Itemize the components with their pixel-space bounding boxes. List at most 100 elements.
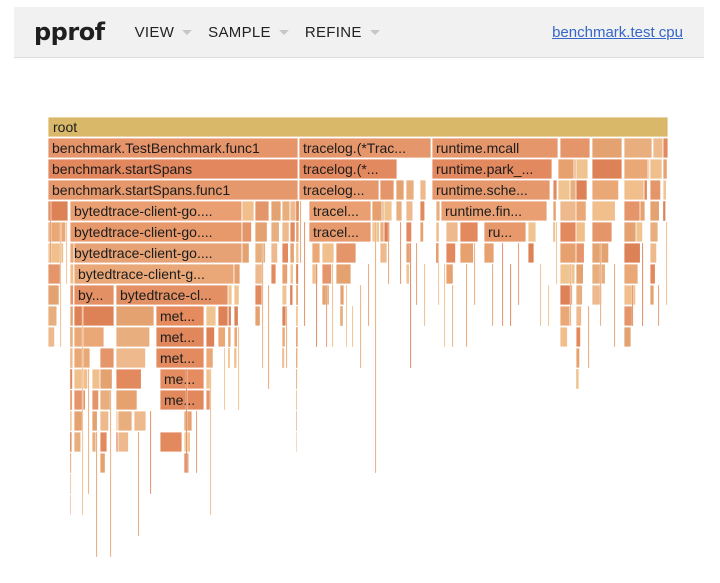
flame-frame-small[interactable] [69, 494, 71, 516]
flame-frame-thin[interactable] [509, 263, 512, 327]
flame-frame-thin[interactable] [87, 368, 90, 495]
flame-frame-small[interactable] [339, 305, 344, 327]
flame-frame-small[interactable] [552, 221, 556, 243]
flame-frame-root[interactable] [47, 116, 669, 138]
flame-frame[interactable] [47, 179, 299, 201]
flame-frame-small[interactable] [281, 263, 288, 285]
flame-frame-thin[interactable] [303, 221, 306, 327]
flame-frame-small[interactable] [662, 158, 668, 180]
flame-frame-small[interactable] [254, 284, 263, 306]
flame-frame-thin[interactable] [95, 431, 98, 558]
flame-frame-small[interactable] [527, 221, 537, 243]
flame-frame-thin[interactable] [415, 242, 418, 306]
flame-frame-small[interactable] [371, 200, 383, 222]
flame-frame-thin[interactable] [387, 221, 390, 285]
flame-frame-small[interactable] [591, 158, 623, 180]
flame-frame-small[interactable] [73, 410, 84, 432]
flame-frame-small[interactable] [115, 305, 155, 327]
flame-frame[interactable] [431, 158, 553, 180]
flame-frame-small[interactable] [233, 326, 238, 348]
flame-frame-small[interactable] [559, 263, 576, 285]
flame-frame-small[interactable] [227, 347, 231, 369]
flame-frame-thin[interactable] [65, 221, 68, 285]
flame-frame-small[interactable] [99, 410, 110, 432]
flame-frame-small[interactable] [281, 284, 288, 306]
flame-frame-small[interactable] [69, 410, 73, 432]
flame-frame-small[interactable] [270, 263, 277, 285]
flame-frame-small[interactable] [575, 284, 583, 306]
flame-frame-small[interactable] [295, 242, 299, 264]
flame-frame-thin[interactable] [641, 242, 644, 327]
flame-frame-small[interactable] [281, 305, 287, 327]
flame-frame-small[interactable] [69, 389, 73, 411]
flame-frame[interactable] [298, 179, 380, 201]
flame-frame-small[interactable] [623, 326, 632, 348]
flame-frame-thin[interactable] [569, 263, 572, 327]
flame-frame-small[interactable] [435, 200, 441, 222]
flame-frame-small[interactable] [662, 179, 667, 201]
flame-frame-thin[interactable] [59, 221, 62, 348]
sample-menu[interactable]: SAMPLE [208, 7, 305, 57]
flame-frame-small[interactable] [47, 284, 60, 306]
flame-frame-small[interactable] [559, 326, 568, 348]
flame-frame-small[interactable] [662, 137, 669, 159]
flame-frame-small[interactable] [69, 431, 72, 453]
flame-frame-small[interactable] [623, 242, 641, 264]
flame-frame-small[interactable] [295, 305, 299, 327]
flame-frame-small[interactable] [281, 242, 289, 264]
flame-frame-small[interactable] [591, 284, 603, 306]
flame-frame-small[interactable] [281, 200, 291, 222]
flame-frame-small[interactable] [419, 221, 424, 243]
flame-frame-small[interactable] [405, 200, 414, 222]
flame-frame-small[interactable] [295, 221, 299, 243]
flame-frame-small[interactable] [73, 326, 105, 348]
flame-frame-small[interactable] [73, 368, 89, 390]
flame-frame-small[interactable] [69, 242, 75, 264]
flame-frame-thin[interactable] [437, 242, 440, 306]
flame-frame-small[interactable] [289, 284, 293, 306]
flame-frame[interactable] [47, 158, 299, 180]
flame-frame-thin[interactable] [351, 305, 354, 348]
flame-frame[interactable] [483, 221, 527, 243]
flame-frame-small[interactable] [91, 389, 100, 411]
flame-frame[interactable] [431, 137, 559, 159]
flame-frame-small[interactable] [483, 242, 495, 264]
flame-frame-small[interactable] [99, 452, 106, 474]
flame-frame-thin[interactable] [539, 263, 542, 327]
flame-frame-small[interactable] [69, 326, 74, 348]
flame-frame-thin[interactable] [345, 284, 348, 348]
flame-frame-small[interactable] [73, 431, 82, 453]
flame-frame-small[interactable] [552, 200, 557, 222]
flame-frame-small[interactable] [241, 221, 253, 243]
flame-frame-small[interactable] [649, 221, 659, 243]
flame-frame-small[interactable] [321, 242, 335, 264]
flame-frame[interactable] [159, 368, 205, 390]
flame-frame-small[interactable] [575, 326, 582, 348]
flame-frame-small[interactable] [254, 263, 265, 285]
flame-frame-small[interactable] [133, 410, 147, 432]
flame-frame-thin[interactable] [359, 284, 362, 369]
flame-frame-small[interactable] [559, 305, 571, 327]
flame-frame-thin[interactable] [409, 242, 412, 369]
flame-frame-small[interactable] [270, 242, 279, 264]
flame-frame-thin[interactable] [399, 221, 402, 285]
flame-frame-small[interactable] [445, 221, 459, 243]
flame-frame-small[interactable] [591, 200, 616, 222]
flame-frame-small[interactable] [591, 221, 613, 243]
flame-frame-small[interactable] [575, 200, 587, 222]
flame-frame-small[interactable] [205, 326, 215, 348]
flame-frame-small[interactable] [662, 200, 666, 222]
flame-frame-small[interactable] [205, 347, 214, 369]
flame-frame-small[interactable] [47, 305, 58, 327]
flame-frame-small[interactable] [47, 200, 69, 222]
flame-frame-small[interactable] [183, 410, 193, 432]
flame-frame-small[interactable] [575, 158, 589, 180]
flame-frame-small[interactable] [115, 326, 151, 348]
flame-frame-thin[interactable] [315, 263, 318, 348]
flame-frame-thin[interactable] [491, 263, 494, 327]
flame-frame-small[interactable] [311, 242, 321, 264]
flame-frame-small[interactable] [575, 179, 588, 201]
flame-frame-small[interactable] [623, 200, 641, 222]
flame-frame-small[interactable] [69, 305, 74, 327]
flame-frame-small[interactable] [575, 242, 585, 264]
